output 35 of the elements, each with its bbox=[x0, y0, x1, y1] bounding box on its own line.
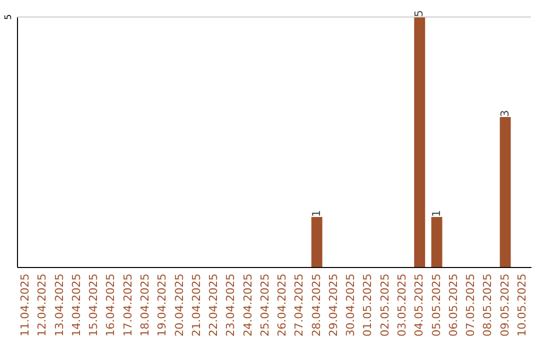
text: 5 bbox=[4, 14, 14, 20]
x-tick-label: 26.04.2025 bbox=[276, 274, 289, 336]
x-tick-label: 05.05.2025 bbox=[430, 274, 443, 336]
x-tick-label: 28.04.2025 bbox=[310, 274, 323, 336]
x-tick-label: 10.05.2025 bbox=[515, 274, 528, 336]
x-tick-label: 24.04.2025 bbox=[241, 274, 254, 336]
x-tick-label: 06.05.2025 bbox=[446, 274, 460, 336]
x-tick-label: 21.04.2025 bbox=[190, 274, 203, 336]
x-tick-label: 22.04.2025 bbox=[207, 274, 220, 336]
x-tick-label: 11.04.2025 bbox=[18, 274, 32, 336]
x-tick-label: 03.05.2025 bbox=[396, 274, 408, 336]
data-label: 1 bbox=[430, 210, 443, 217]
data-label: 1 bbox=[310, 210, 323, 217]
x-tick-label: 19.04.2025 bbox=[156, 274, 169, 336]
x-tick-label: 30.04.2025 bbox=[344, 274, 358, 336]
x-tick-label: 08.05.2025 bbox=[481, 274, 494, 336]
x-tick-label: 09.05.2025 bbox=[498, 274, 512, 336]
x-tick-label: 23.04.2025 bbox=[224, 274, 238, 336]
x-tick-label: 27.04.2025 bbox=[292, 274, 306, 336]
x-tick-label: 20.04.2025 bbox=[172, 274, 186, 336]
data-label: 5 bbox=[412, 10, 426, 17]
x-tick-label: 07.05.2025 bbox=[464, 274, 478, 336]
x-tick-label: 16.04.2025 bbox=[104, 274, 118, 336]
x-tick-label: 04.05.2025 bbox=[412, 274, 426, 336]
x-tick-label: 13.04.2025 bbox=[52, 274, 66, 336]
x-tick-label: 14.04.2025 bbox=[70, 274, 83, 336]
x-tick-label: 12.04.2025 bbox=[36, 274, 49, 336]
x-tick-label: 25.04.2025 bbox=[258, 274, 272, 336]
x-tick-label: 18.04.2025 bbox=[138, 274, 152, 336]
x-tick-label: 01.05.2025 bbox=[361, 274, 374, 336]
x-tick-label: 02.05.2025 bbox=[378, 274, 392, 336]
x-tick-label: 17.04.2025 bbox=[121, 274, 134, 336]
data-label: 3 bbox=[498, 110, 512, 117]
x-tick-label: 29.04.2025 bbox=[326, 274, 340, 336]
x-tick-label: 15.04.2025 bbox=[87, 274, 100, 336]
